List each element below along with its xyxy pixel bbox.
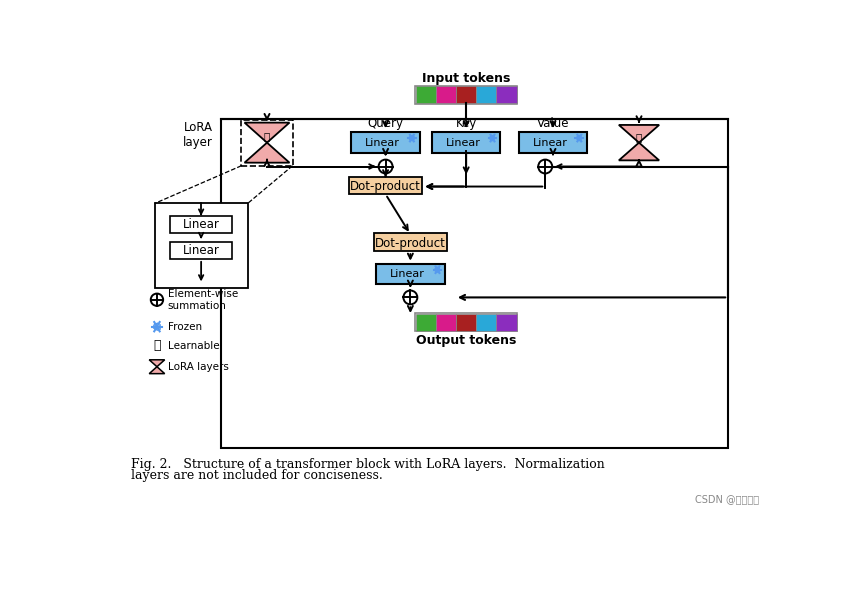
Bar xyxy=(241,120,292,166)
Bar xyxy=(456,86,477,104)
Polygon shape xyxy=(149,366,164,374)
Text: Value: Value xyxy=(536,117,569,130)
Text: Linear: Linear xyxy=(390,269,425,279)
Bar xyxy=(416,314,436,330)
Text: Learnable: Learnable xyxy=(168,341,220,351)
Bar xyxy=(432,132,500,153)
Text: CSDN @努力小橙: CSDN @努力小橙 xyxy=(695,494,759,504)
Text: Dot-product: Dot-product xyxy=(350,180,421,193)
Text: Input tokens: Input tokens xyxy=(422,72,510,85)
Text: LoRA layers: LoRA layers xyxy=(168,362,228,372)
Bar xyxy=(170,216,232,233)
Bar xyxy=(456,314,477,330)
Text: Query: Query xyxy=(368,117,404,130)
Polygon shape xyxy=(245,143,290,163)
Polygon shape xyxy=(149,360,164,366)
Bar xyxy=(351,132,420,153)
Bar xyxy=(497,86,516,104)
Text: Frozen: Frozen xyxy=(168,321,202,332)
Text: Dot-product: Dot-product xyxy=(375,237,445,250)
Circle shape xyxy=(403,291,417,304)
Bar xyxy=(375,263,445,284)
Bar xyxy=(436,314,456,330)
Text: Linear: Linear xyxy=(445,138,481,147)
Bar xyxy=(497,314,516,330)
Text: 🔥: 🔥 xyxy=(153,339,161,352)
Text: LoRA
layer: LoRA layer xyxy=(183,121,213,149)
Bar xyxy=(374,233,447,251)
Polygon shape xyxy=(618,143,659,160)
Bar xyxy=(416,86,436,104)
Bar xyxy=(415,313,517,332)
Circle shape xyxy=(379,160,393,173)
Text: Element-wise
summation: Element-wise summation xyxy=(168,289,238,311)
Polygon shape xyxy=(245,123,290,143)
Text: layers are not included for conciseness.: layers are not included for conciseness. xyxy=(131,469,383,482)
Text: 🔥: 🔥 xyxy=(264,131,270,141)
Bar xyxy=(519,132,587,153)
Bar xyxy=(349,177,422,194)
Bar xyxy=(477,314,497,330)
Polygon shape xyxy=(618,125,659,143)
Bar xyxy=(436,86,456,104)
Bar xyxy=(170,242,232,259)
Circle shape xyxy=(151,294,163,306)
Circle shape xyxy=(538,160,552,173)
Text: 🔥: 🔥 xyxy=(636,132,642,142)
Text: Linear: Linear xyxy=(183,244,220,257)
Bar xyxy=(221,119,728,448)
Bar xyxy=(477,86,497,104)
Text: Output tokens: Output tokens xyxy=(416,334,516,348)
Text: Linear: Linear xyxy=(533,138,567,147)
Text: Key: Key xyxy=(456,117,477,130)
Bar xyxy=(155,204,247,288)
Text: Linear: Linear xyxy=(365,138,400,147)
Text: Fig. 2.   Structure of a transformer block with LoRA layers.  Normalization: Fig. 2. Structure of a transformer block… xyxy=(131,458,605,471)
Bar xyxy=(415,86,517,104)
Text: Linear: Linear xyxy=(183,218,220,231)
